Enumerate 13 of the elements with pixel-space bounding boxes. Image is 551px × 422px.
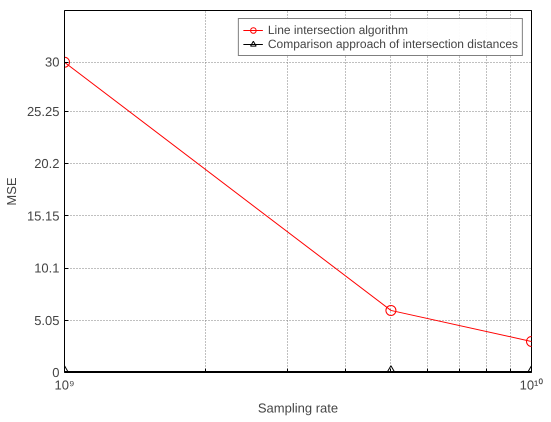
y-tick-label: 25.25 xyxy=(26,104,60,119)
y-tick-label: 15.15 xyxy=(26,208,60,224)
y-axis-title: MSE xyxy=(4,177,19,206)
y-tick-label: 20.2 xyxy=(34,156,60,172)
x-tick-label: 10¹⁰ xyxy=(520,378,544,392)
y-tick-label: 10.1 xyxy=(34,260,60,276)
x-tick-label: 10⁹ xyxy=(54,378,75,392)
legend-label: Comparison approach of intersection distances xyxy=(268,37,518,51)
y-tick-label: 5.05 xyxy=(34,312,60,328)
x-axis-title: Sampling rate xyxy=(258,400,338,416)
y-tick-label: 30 xyxy=(45,54,60,70)
legend-label: Line intersection algorithm xyxy=(268,23,408,37)
y-tick-label: 0 xyxy=(52,365,60,380)
